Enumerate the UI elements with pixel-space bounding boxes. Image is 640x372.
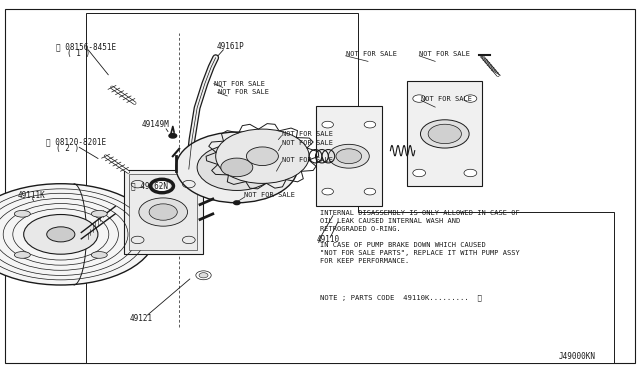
Ellipse shape (92, 211, 108, 217)
Circle shape (413, 169, 426, 177)
Circle shape (364, 121, 376, 128)
Circle shape (169, 134, 177, 138)
FancyBboxPatch shape (124, 170, 202, 254)
Circle shape (464, 169, 477, 177)
Text: ( 2 ): ( 2 ) (56, 144, 79, 153)
Circle shape (221, 158, 253, 177)
Ellipse shape (14, 211, 30, 217)
Text: ⓑ 08120-8201E: ⓑ 08120-8201E (46, 137, 106, 146)
Text: ⓐ 49162N: ⓐ 49162N (131, 182, 168, 190)
Circle shape (364, 188, 376, 195)
Ellipse shape (24, 215, 98, 254)
Circle shape (199, 273, 208, 278)
Circle shape (246, 147, 278, 166)
Circle shape (216, 129, 309, 183)
Text: 49149M: 49149M (142, 120, 170, 129)
Text: NOT FOR SALE: NOT FOR SALE (419, 51, 470, 57)
Circle shape (150, 179, 173, 193)
Ellipse shape (92, 251, 108, 258)
Text: NOT FOR SALE: NOT FOR SALE (346, 51, 397, 57)
Text: 49121: 49121 (129, 314, 152, 323)
Circle shape (139, 198, 188, 226)
Circle shape (196, 271, 211, 280)
Text: 49111K: 49111K (18, 191, 45, 200)
Ellipse shape (14, 251, 30, 258)
Text: 49110: 49110 (317, 235, 340, 244)
Circle shape (336, 149, 362, 164)
Circle shape (428, 124, 461, 144)
Circle shape (322, 121, 333, 128)
Circle shape (234, 201, 240, 205)
Text: ⓐ 08156-8451E: ⓐ 08156-8451E (56, 42, 116, 51)
Circle shape (149, 204, 177, 220)
Ellipse shape (47, 227, 75, 242)
Text: NOT FOR SALE: NOT FOR SALE (282, 157, 333, 163)
Text: NOT FOR SALE: NOT FOR SALE (282, 131, 333, 137)
Ellipse shape (0, 184, 156, 285)
Text: NOT FOR SALE: NOT FOR SALE (244, 192, 296, 198)
Text: NOT FOR SALE: NOT FOR SALE (218, 89, 269, 95)
FancyBboxPatch shape (316, 106, 381, 206)
Circle shape (322, 188, 333, 195)
Text: INTERNAL DISASSEMBLY IS ONLY ALLOWED IN CASE OF
OIL LEAK CAUSED INTERNAL WASH AN: INTERNAL DISASSEMBLY IS ONLY ALLOWED IN … (320, 210, 520, 264)
Text: ( 1 ): ( 1 ) (67, 49, 90, 58)
Text: NOT FOR SALE: NOT FOR SALE (214, 81, 266, 87)
Circle shape (197, 144, 276, 190)
Text: 49161P: 49161P (216, 42, 244, 51)
Text: NOTE ; PARTS CODE  49110K.........  ⓐ: NOTE ; PARTS CODE 49110K......... ⓐ (320, 294, 482, 301)
Polygon shape (86, 13, 614, 363)
Circle shape (176, 132, 298, 203)
Circle shape (328, 144, 369, 168)
Circle shape (154, 182, 170, 190)
Circle shape (413, 95, 426, 102)
Circle shape (420, 120, 469, 148)
FancyBboxPatch shape (129, 174, 197, 250)
FancyBboxPatch shape (407, 81, 483, 186)
Text: NOT FOR SALE: NOT FOR SALE (282, 140, 333, 146)
Text: J49000KN: J49000KN (558, 352, 595, 361)
Circle shape (464, 95, 477, 102)
Text: NOT FOR SALE: NOT FOR SALE (421, 96, 472, 102)
